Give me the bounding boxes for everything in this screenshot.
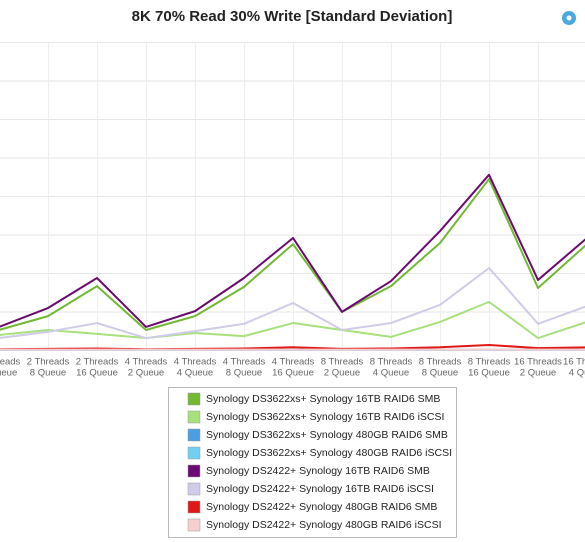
x-tick-label: 8 Queue [226, 368, 262, 379]
legend-label: Synology DS2422+ Synology 480GB RAID6 iS… [206, 519, 442, 531]
series-line [0, 343, 585, 351]
series-line [0, 300, 585, 340]
x-tick-label: 8 Threads [321, 357, 364, 368]
legend-swatch [187, 482, 201, 496]
x-tick-label: 8 Threads [370, 357, 413, 368]
x-tick-label: 16 Threads [514, 357, 562, 368]
x-tick-label: 8 Threads [419, 357, 462, 368]
legend-label: Synology DS3622xs+ Synology 16TB RAID6 i… [206, 411, 444, 423]
series-line [0, 178, 585, 331]
series-line [0, 266, 585, 340]
x-tick-label: 4 Threads [223, 357, 266, 368]
x-tick-label: 16 Queue [272, 368, 314, 379]
x-tick-label: 4 Threads [125, 357, 168, 368]
legend-swatch [187, 500, 201, 514]
x-tick-label: 8 Threads [468, 357, 511, 368]
x-tick-label: 4 Queue [0, 368, 17, 379]
series-line [0, 173, 585, 328]
x-tick-label: 2 Queue [324, 368, 360, 379]
legend-label: Synology DS2422+ Synology 480GB RAID6 SM… [206, 501, 437, 513]
chart-title: 8K 70% Read 30% Write [Standard Deviatio… [132, 8, 453, 25]
x-tick-label: 2 Queue [128, 368, 164, 379]
x-tick-label: 2 Threads [27, 357, 70, 368]
legend-swatch [187, 446, 201, 460]
x-tick-label: 8 Queue [30, 368, 66, 379]
x-tick-label: 16 Threads [563, 357, 585, 368]
x-tick-label: 4 Threads [174, 357, 217, 368]
legend-swatch [187, 518, 201, 532]
x-tick-label: 8 Queue [422, 368, 458, 379]
legend-box [168, 387, 457, 538]
x-tick-label: 16 Queue [76, 368, 118, 379]
menu-icon-dot [566, 15, 572, 21]
x-tick-label: 4 Queue [569, 368, 585, 379]
x-tick-label: 4 Queue [373, 368, 409, 379]
legend-swatch [187, 464, 201, 478]
legend-swatch [187, 392, 201, 406]
legend-swatch [187, 428, 201, 442]
legend-label: Synology DS2422+ Synology 16TB RAID6 SMB [206, 465, 430, 477]
x-tick-label: 2 Queue [520, 368, 556, 379]
x-tick-label: 2 Threads [0, 357, 21, 368]
x-tick-label: 4 Queue [177, 368, 213, 379]
x-tick-label: 16 Queue [468, 368, 510, 379]
x-tick-label: 4 Threads [272, 357, 315, 368]
legend-label: Synology DS3622xs+ Synology 480GB RAID6 … [206, 447, 452, 459]
legend-label: Synology DS3622xs+ Synology 16TB RAID6 S… [206, 393, 440, 405]
legend-swatch [187, 410, 201, 424]
x-tick-label: 2 Threads [76, 357, 119, 368]
legend-label: Synology DS2422+ Synology 16TB RAID6 iSC… [206, 483, 434, 495]
legend-label: Synology DS3622xs+ Synology 480GB RAID6 … [206, 429, 448, 441]
